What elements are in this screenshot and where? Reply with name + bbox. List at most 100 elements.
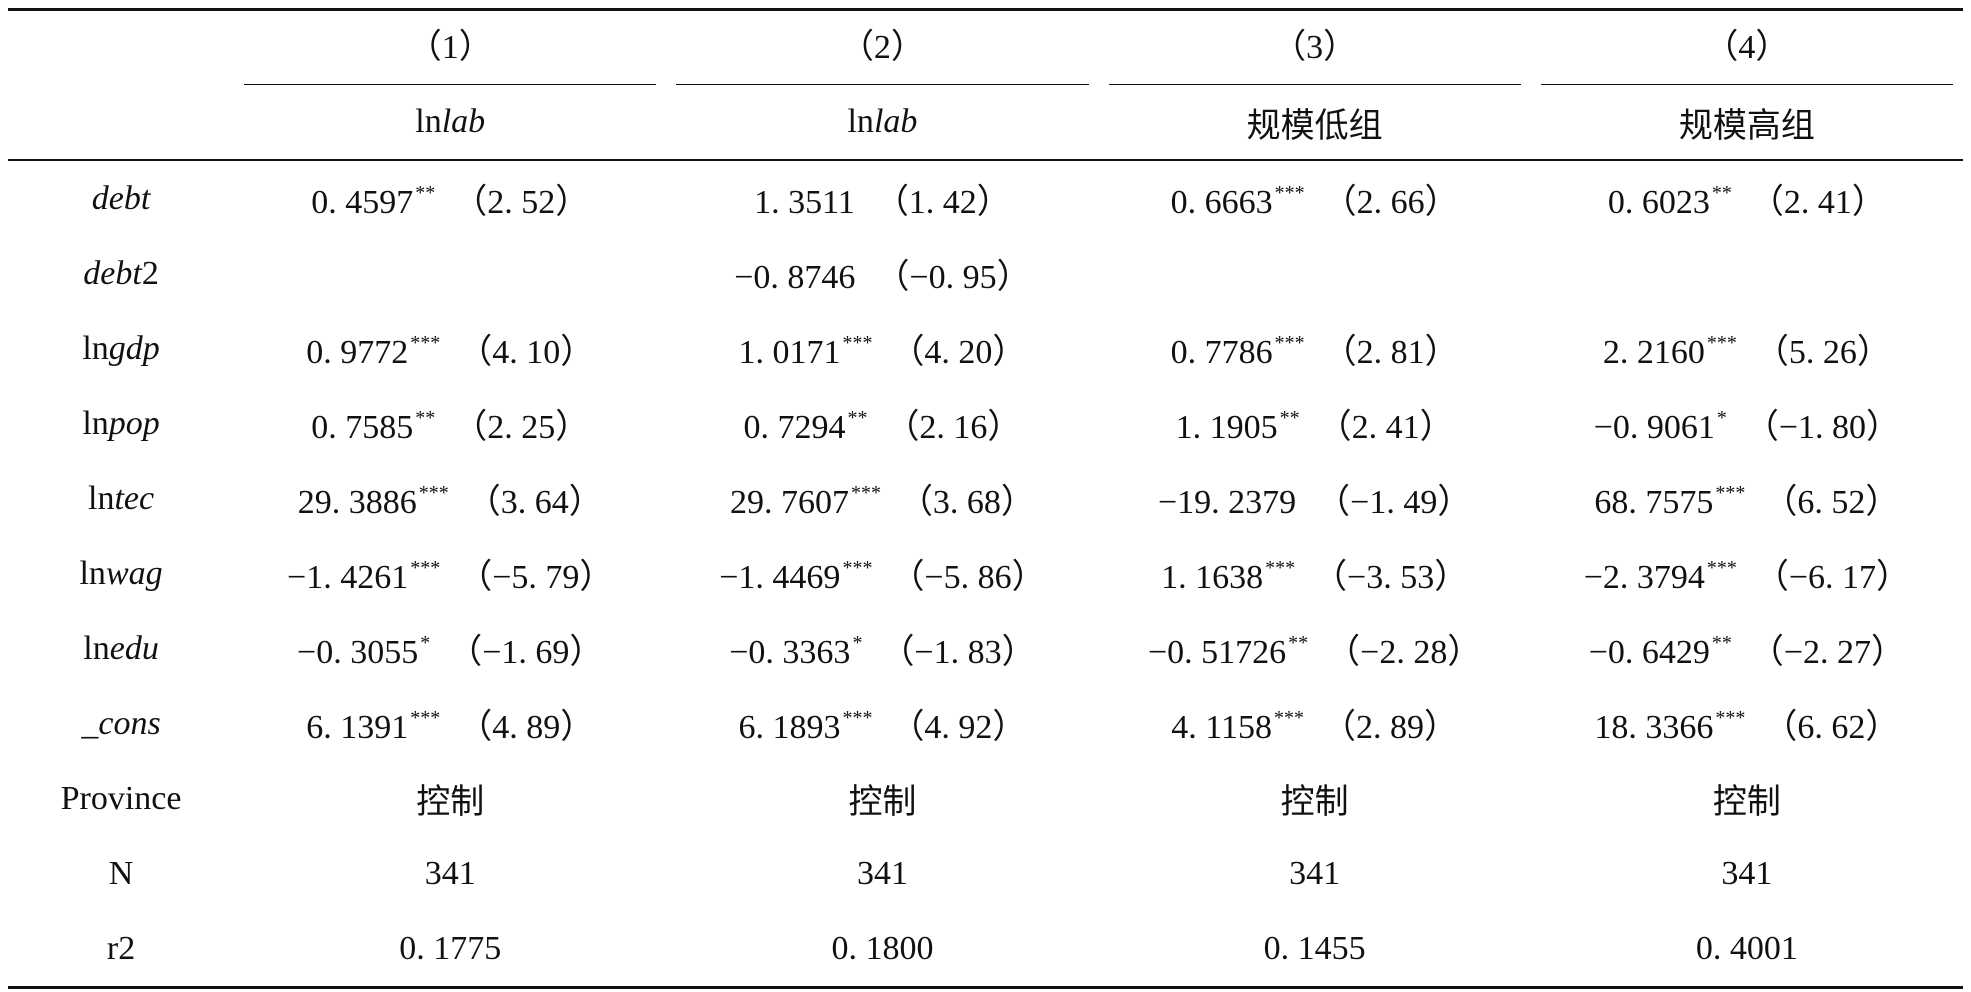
- t-statistic: （3. 64）: [466, 484, 603, 521]
- coef-cell: 6. 1893 *** （4. 92）: [666, 686, 1098, 761]
- coef-value: 1. 3511: [754, 184, 855, 221]
- t-statistic: （2. 25）: [453, 409, 590, 446]
- coef-cell: 68. 7575 *** （6. 52）: [1531, 461, 1963, 536]
- col-number-2: （2）: [666, 8, 1099, 85]
- table-row: lnedu −0. 3055 * （−1. 69） −0. 3363 * （−1. 83） −…: [8, 611, 1963, 686]
- dep-var-3: 规模低组: [1098, 85, 1531, 161]
- variable-label: lnpop: [82, 404, 160, 442]
- coef-value: −1. 4261: [287, 559, 409, 596]
- t-statistic: （−0. 95）: [875, 259, 1031, 296]
- significance-stars: ***: [418, 482, 449, 504]
- significance-stars: **: [1279, 407, 1300, 429]
- significance-stars: ***: [410, 332, 441, 354]
- significance-stars: ***: [842, 557, 873, 579]
- coef-value: 6. 1391: [306, 709, 409, 746]
- stats-label: N: [108, 854, 134, 892]
- coef-cell: −1. 4469 *** （−5. 86）: [666, 536, 1098, 611]
- dep-var-4: 规模高组: [1530, 85, 1963, 161]
- table-row: lnpop 0. 7585 ** （2. 25） 0. 7294 ** （2. 16） 1. …: [8, 386, 1963, 461]
- coef-value: 1. 1638: [1161, 559, 1264, 596]
- significance-stars: ***: [1715, 482, 1746, 504]
- coef-cell: [1531, 236, 1963, 311]
- t-statistic: （−5. 79）: [458, 559, 614, 596]
- table-row: lngdp 0. 9772 *** （4. 10） 1. 0171 *** （4. 20） 0…: [8, 311, 1963, 386]
- coef-value: −0. 51726: [1147, 634, 1287, 671]
- table-row: debt 0. 4597 ** （2. 52） 1. 3511 （1. 42） 0. 666…: [8, 160, 1963, 236]
- regression-table: （1） （2） （3） （4） lnlab lnlab 规模低组 规模高组 de…: [8, 8, 1963, 989]
- header-row-numbers: （1） （2） （3） （4）: [8, 8, 1963, 85]
- coef-value: 1. 0171: [738, 334, 841, 371]
- significance-stars: ***: [842, 332, 873, 354]
- coef-value: 0. 7585: [311, 409, 414, 446]
- coef-cell: [1099, 236, 1531, 311]
- t-statistic: （4. 10）: [458, 334, 595, 371]
- t-statistic: （4. 92）: [890, 709, 1027, 746]
- coef-cell: 0. 7585 ** （2. 25）: [234, 386, 666, 461]
- coef-cell: −2. 3794 *** （−6. 17）: [1531, 536, 1963, 611]
- coef-cell: −0. 9061 * （−1. 80）: [1531, 386, 1963, 461]
- coef-value: 6. 1893: [738, 709, 841, 746]
- significance-stars: ***: [850, 482, 881, 504]
- coef-cell: 1. 3511 （1. 42）: [666, 160, 1098, 236]
- stats-value: 控制: [1280, 784, 1349, 821]
- t-statistic: （3. 68）: [898, 484, 1035, 521]
- stats-row: N 341 341 341 341: [8, 836, 1963, 911]
- header-row-depvars: lnlab lnlab 规模低组 规模高组: [8, 85, 1963, 161]
- coefficient-rows: debt 0. 4597 ** （2. 52） 1. 3511 （1. 42） 0. 666…: [8, 160, 1963, 761]
- t-statistic: （1. 42）: [874, 184, 1011, 221]
- significance-stars: ***: [1274, 332, 1305, 354]
- coef-value: −2. 3794: [1583, 559, 1705, 596]
- coef-cell: 0. 9772 *** （4. 10）: [234, 311, 666, 386]
- stats-value: 341: [1289, 854, 1341, 892]
- significance-stars: *: [420, 632, 431, 654]
- t-statistic: （2. 41）: [1749, 184, 1886, 221]
- coef-cell: 18. 3366 *** （6. 62）: [1531, 686, 1963, 761]
- col-number-4: （4）: [1530, 8, 1963, 85]
- significance-stars: **: [1711, 182, 1732, 204]
- significance-stars: ***: [1715, 707, 1746, 729]
- coef-value: −19. 2379: [1157, 484, 1297, 521]
- t-statistic: （−3. 53）: [1313, 559, 1469, 596]
- coef-value: 0. 9772: [306, 334, 409, 371]
- table-row: debt2 −0. 8746 （−0. 95）: [8, 236, 1963, 311]
- significance-stars: **: [415, 407, 436, 429]
- stats-row: r2 0. 1775 0. 1800 0. 1455 0. 4001: [8, 911, 1963, 989]
- coef-cell: 0. 4597 ** （2. 52）: [234, 160, 666, 236]
- coef-cell: −0. 3363 * （−1. 83）: [666, 611, 1098, 686]
- t-statistic: （−1. 49）: [1316, 484, 1472, 521]
- variable-label: _cons: [81, 704, 161, 742]
- coef-value: 0. 7294: [743, 409, 846, 446]
- coef-cell: 1. 1638 *** （−3. 53）: [1099, 536, 1531, 611]
- coef-cell: 0. 7294 ** （2. 16）: [666, 386, 1098, 461]
- coef-value: 0. 6023: [1607, 184, 1710, 221]
- t-statistic: （4. 20）: [890, 334, 1027, 371]
- coef-cell: 29. 3886 *** （3. 64）: [234, 461, 666, 536]
- stats-row: Province 控制 控制 控制 控制: [8, 761, 1963, 836]
- col-number-3: （3）: [1098, 8, 1531, 85]
- significance-stars: **: [847, 407, 868, 429]
- coef-value: 2. 2160: [1602, 334, 1705, 371]
- stats-value: 0. 1455: [1098, 911, 1531, 989]
- significance-stars: ***: [1274, 707, 1305, 729]
- coef-value: 1. 1905: [1175, 409, 1278, 446]
- stats-value: 341: [424, 854, 476, 892]
- t-statistic: （2. 52）: [453, 184, 590, 221]
- t-statistic: （2. 16）: [885, 409, 1022, 446]
- coef-value: 29. 3886: [297, 484, 417, 521]
- stats-value: 0. 4001: [1530, 911, 1963, 989]
- coef-cell: 0. 6023 ** （2. 41）: [1531, 160, 1963, 236]
- t-statistic: （−6. 17）: [1754, 559, 1911, 596]
- coef-cell: 1. 1905 ** （2. 41）: [1099, 386, 1531, 461]
- t-statistic: （2. 41）: [1317, 409, 1454, 446]
- coef-cell: 1. 0171 *** （4. 20）: [666, 311, 1098, 386]
- coef-value: −0. 9061: [1593, 409, 1715, 446]
- dep-var-2: lnlab: [666, 85, 1099, 161]
- t-statistic: （6. 62）: [1763, 709, 1900, 746]
- coef-value: 0. 6663: [1170, 184, 1273, 221]
- variable-label: lnwag: [79, 554, 163, 592]
- header-corner: [8, 8, 235, 85]
- coef-cell: 2. 2160 *** （5. 26）: [1531, 311, 1963, 386]
- coef-cell: −19. 2379 （−1. 49）: [1099, 461, 1531, 536]
- variable-label: debt2: [83, 254, 159, 292]
